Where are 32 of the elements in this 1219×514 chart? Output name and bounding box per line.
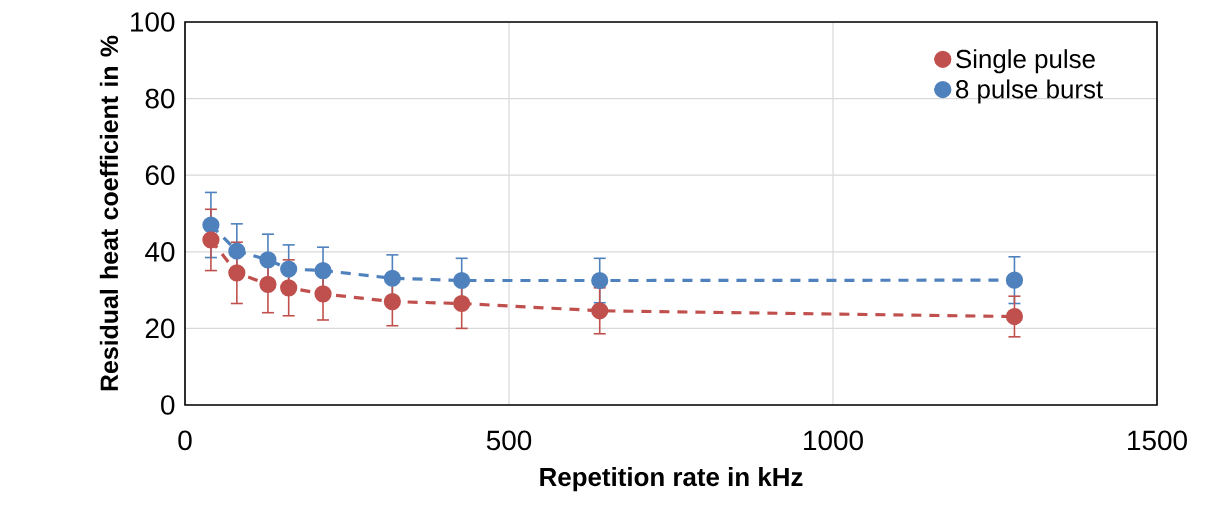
legend-label: 8 pulse burst (956, 79, 1103, 104)
point (1005, 307, 1024, 326)
x-tick-label: 1500 (1128, 430, 1187, 451)
y-axis-title: Residual heat coefficient in % (99, 35, 119, 391)
x-tick-label: 0 (178, 430, 192, 451)
point (280, 279, 298, 297)
point (314, 285, 332, 303)
y-tick-label: 0 (161, 395, 175, 415)
legend-label: Single pulse (956, 49, 1095, 74)
y-tick-label: 60 (145, 165, 175, 186)
point (202, 216, 220, 234)
point (228, 264, 246, 282)
point (259, 251, 277, 269)
point (591, 302, 609, 320)
y-tick-label: 20 (145, 318, 175, 339)
y-tick-label: 40 (145, 241, 175, 262)
point (383, 269, 401, 287)
y-tick-label: 80 (145, 88, 175, 109)
x-axis-title: Repetition rate in kHz (540, 467, 803, 492)
point (383, 292, 401, 311)
x-tick-label: 500 (486, 430, 532, 451)
y-tick-label: 100 (131, 12, 175, 32)
point (1005, 271, 1024, 289)
point (314, 261, 332, 280)
point (453, 271, 471, 290)
point (228, 242, 246, 260)
point (202, 231, 220, 249)
point (259, 275, 277, 293)
point (591, 271, 609, 290)
point (453, 294, 471, 313)
point (280, 260, 298, 278)
x-tick-label: 1000 (804, 430, 863, 451)
